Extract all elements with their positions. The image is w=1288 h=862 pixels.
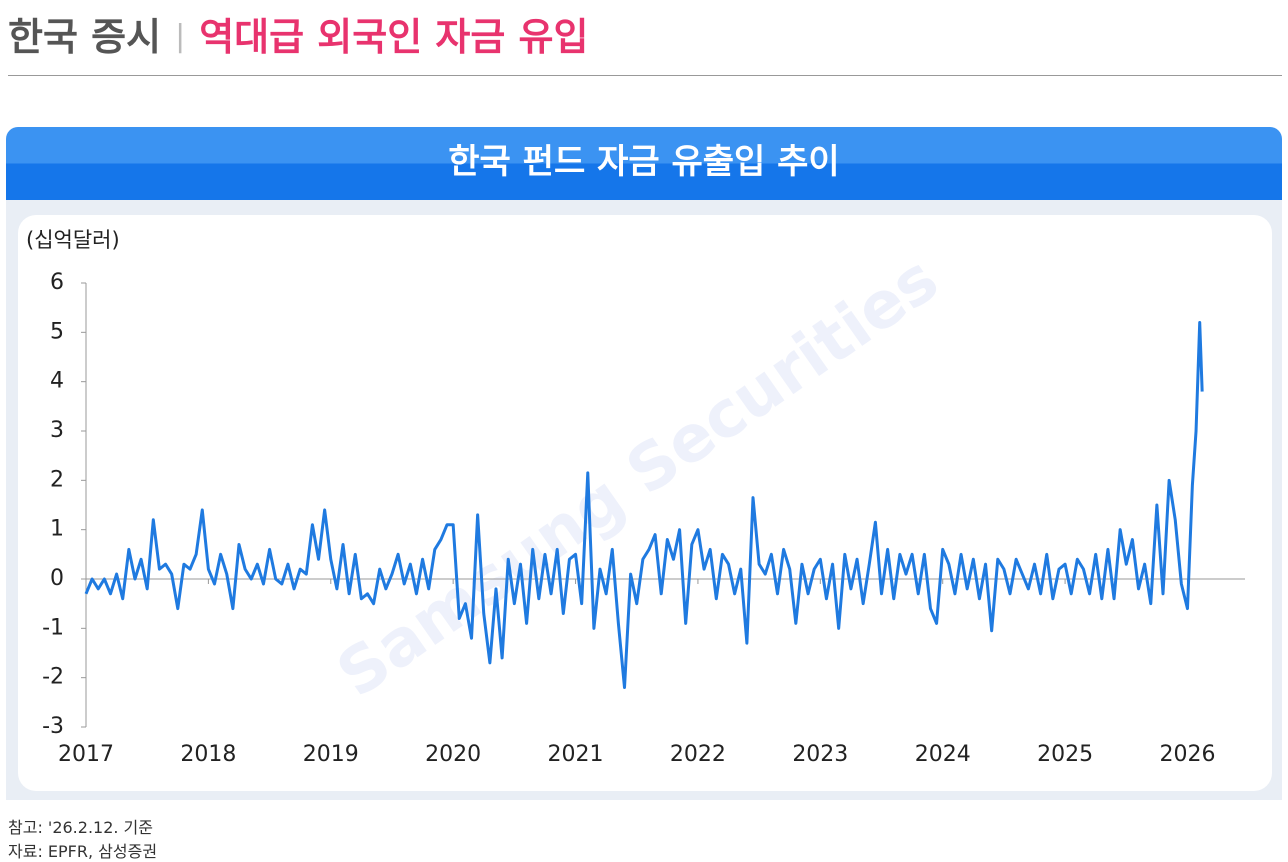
x-tick-label: 2025: [1037, 742, 1093, 767]
y-tick-label: -3: [42, 714, 64, 739]
y-tick-label: 3: [50, 418, 64, 443]
y-tick-label: 6: [50, 270, 64, 295]
x-tick-label: 2021: [548, 742, 604, 767]
y-tick-label: -2: [42, 665, 64, 690]
x-tick-label: 2020: [425, 742, 481, 767]
rule: [8, 75, 1282, 76]
x-tick-label: 2019: [303, 742, 359, 767]
panel: [18, 215, 1272, 791]
note: 참고: '26.2.12. 기준: [8, 818, 153, 837]
note: 자료: EPFR, 삼성증권: [8, 842, 158, 861]
y-tick-label: -1: [42, 615, 64, 640]
section: 한국 증시: [8, 15, 162, 59]
chart-title: 한국 펀드 자금 유출입 추이: [6, 127, 1282, 200]
y-tick-label: 5: [50, 319, 64, 344]
x-tick-label: 2018: [180, 742, 236, 767]
header: 한국 증시 | 역대급 외국인 자금 유입: [8, 6, 588, 61]
x-tick-label: 2022: [670, 742, 726, 767]
watermark: Samsung Securities: [324, 242, 951, 712]
y-tick-label: 1: [50, 517, 64, 542]
y-axis-label: (십억달러): [26, 228, 120, 252]
x-tick-label: 2024: [915, 742, 971, 767]
x-tick-label: 2017: [58, 742, 114, 767]
x-tick-label: 2026: [1159, 742, 1215, 767]
y-tick-label: 2: [50, 467, 64, 492]
line: [84, 320, 1204, 690]
chart-box: 한국 펀드 자금 유출입 추이: [6, 127, 1282, 800]
headline: 역대급 외국인 자금 유입: [199, 15, 589, 59]
y-tick-label: 0: [50, 566, 64, 591]
y-tick-label: 4: [50, 369, 64, 394]
separator: |: [175, 19, 186, 54]
x-tick-label: 2023: [792, 742, 848, 767]
